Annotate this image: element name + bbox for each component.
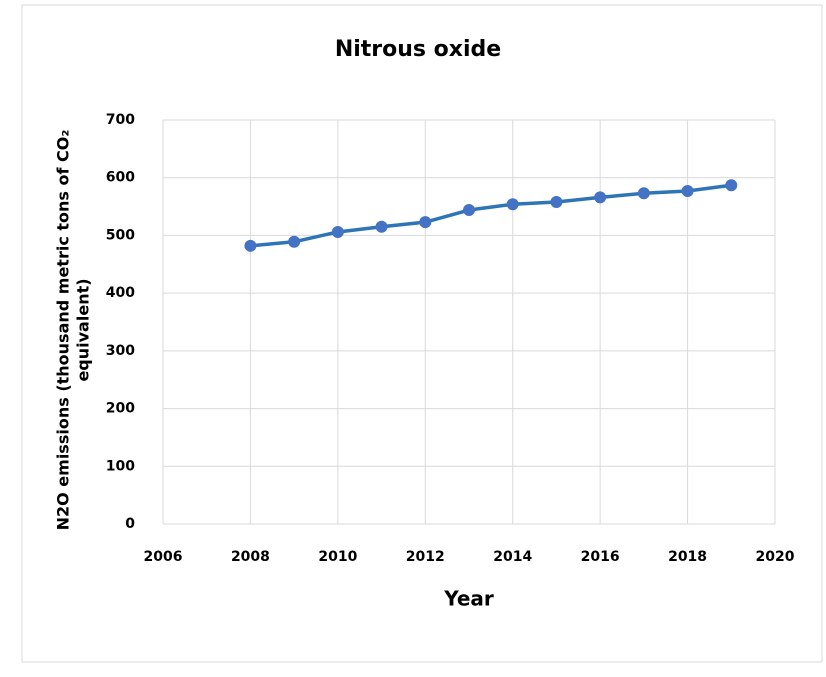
data-point [288, 235, 301, 248]
y-tick-label: 500 [106, 227, 135, 243]
y-tick-label: 600 [106, 170, 135, 186]
x-axis-label: Year [443, 587, 494, 611]
data-point [550, 195, 563, 208]
y-tick-label: 200 [106, 401, 135, 417]
y-axis-label: N2O emissions (thousand metric tons of C… [54, 130, 93, 531]
data-point [419, 216, 432, 229]
data-point [375, 220, 388, 233]
x-tick-label: 2006 [144, 549, 183, 565]
series-line [250, 183, 732, 248]
data-point [681, 184, 694, 197]
y-tick-label: 0 [125, 516, 135, 532]
data-point [506, 198, 519, 211]
x-tick-label: 2012 [406, 549, 445, 565]
y-tick-label: 300 [106, 343, 135, 359]
x-tick-label: 2020 [756, 549, 795, 565]
x-tick-label: 2010 [318, 549, 357, 565]
y-axis-label-line: N2O emissions (thousand metric tons of C… [54, 130, 73, 531]
data-point [725, 179, 738, 192]
data-point [244, 239, 257, 252]
y-tick-label: 700 [106, 112, 135, 128]
chart-title: Nitrous oxide [335, 37, 501, 62]
x-tick-label: 2008 [231, 549, 270, 565]
data-point [637, 187, 650, 200]
data-point [463, 204, 475, 217]
chart-frame [21, 4, 823, 663]
data-point [331, 225, 344, 238]
y-tick-label: 400 [106, 285, 135, 301]
x-tick-label: 2018 [668, 549, 707, 565]
y-axis-label-line: equivalent) [74, 278, 93, 381]
x-tick-label: 2016 [581, 549, 620, 565]
y-tick-label: 100 [106, 458, 135, 474]
x-tick-label: 2014 [493, 549, 532, 565]
data-point [594, 191, 607, 204]
